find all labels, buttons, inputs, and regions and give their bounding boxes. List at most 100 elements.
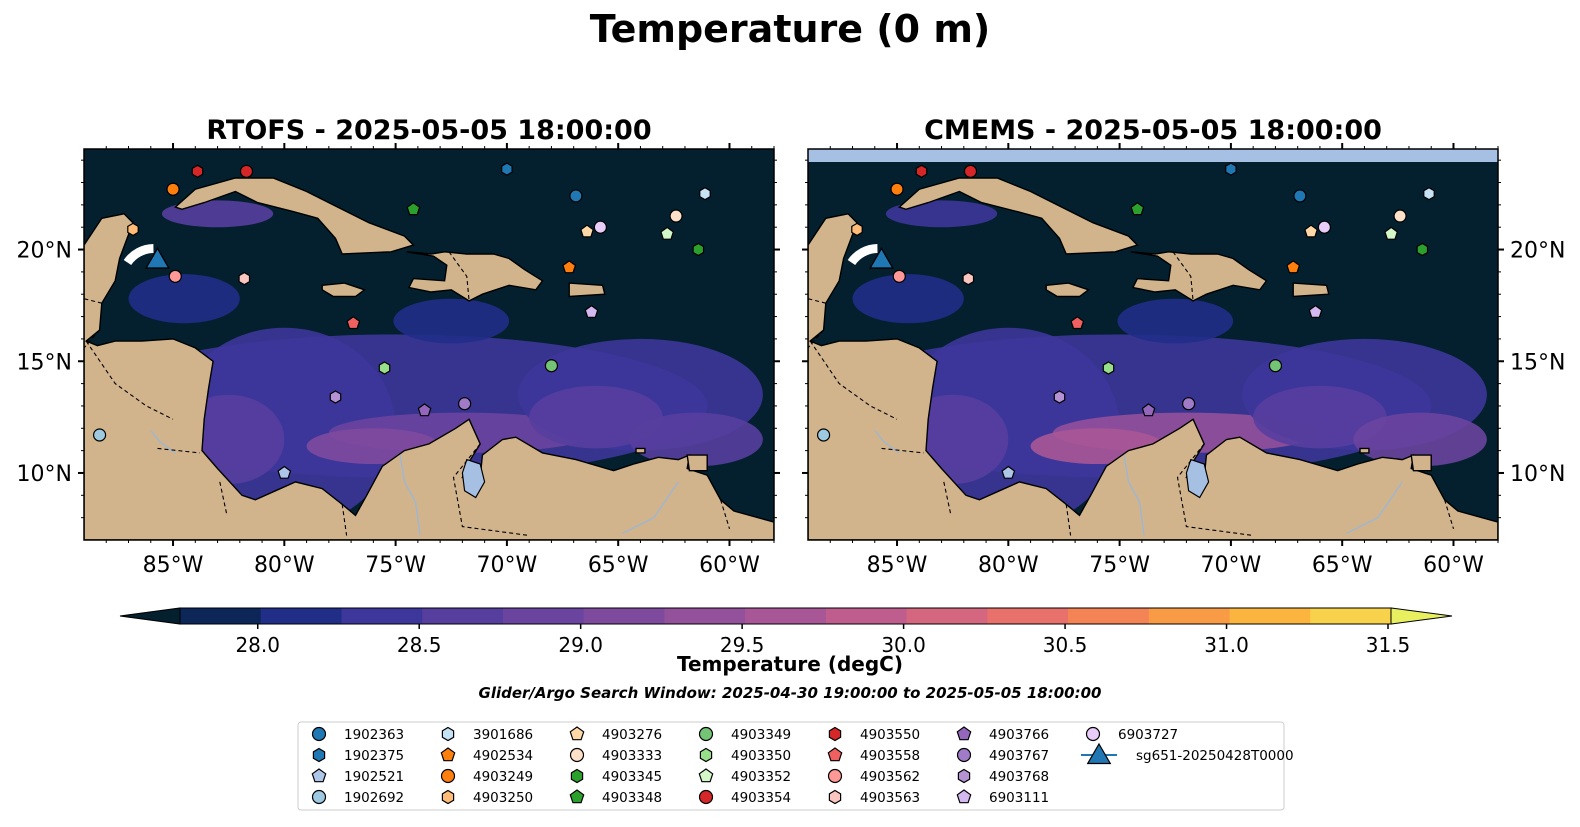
figure-title: Temperature (0 m) [590,7,991,51]
legend-label: sg651-20250428T0000 [1136,748,1294,764]
platform-marker-4903766 [1141,403,1156,417]
temperature-contour [529,385,663,449]
platform-marker-3901686 [1423,187,1435,201]
platform-marker-4903250 [127,222,139,237]
platform-marker-6903111 [584,304,599,318]
platform-marker-4903766 [417,403,432,417]
platform-marker-4903768 [1053,390,1066,404]
platform-marker-4903250 [851,222,863,237]
map-frame-cmems [807,148,1499,541]
x-tick-label: 60°W [1423,553,1484,578]
platform-marker-4903349 [544,359,559,373]
colorbar-segment [1229,608,1311,624]
x-tick-label: 75°W [1089,553,1150,578]
landmass [568,282,606,298]
no-data-strip [808,149,1498,162]
legend-label: 4903562 [860,769,920,785]
platform-marker-1902375 [501,162,513,176]
glider-track [847,243,878,266]
legend-marker [828,789,842,805]
legend-label: 4902534 [473,748,533,764]
panel-title-rtofs: RTOFS - 2025-05-05 18:00:00 [206,115,651,146]
colorbar-segment [906,608,988,624]
platform-marker-4903558 [1070,316,1085,330]
colorbar-segment [422,608,504,624]
landmass [173,177,415,255]
axes-rtofs: 85°W 80°W 75°W 70°W 65°W 60°W 10°N 15°N 20°N [17,143,780,578]
map-panel-cmems: CMEMS - 2025-05-05 18:00:00 85°W 80°W 75°W… [802,115,1565,578]
legend-marker [569,726,585,741]
colorbar-segment [987,608,1069,624]
landmass [686,454,708,472]
landmass [897,177,1139,255]
colorbar-tick-label: 31.5 [1366,633,1411,657]
platform-marker-4903354 [963,164,978,178]
country-border [1176,443,1254,537]
y-tick-label: 10°N [1510,462,1565,487]
platform-marker-4903558 [346,316,361,330]
y-tick-label: 15°N [1510,350,1565,375]
platform-marker-4903333 [669,209,683,223]
legend-label: 1902375 [344,748,404,764]
legend-marker [440,768,456,784]
legend-marker [956,789,972,804]
land-cmems [808,149,1498,540]
colorbar-segment [1310,608,1392,624]
search-window-text: Glider/Argo Search Window: 2025-04-30 19… [479,684,1102,702]
landmass [635,447,646,454]
river [622,481,679,534]
legend-label: 4903249 [473,769,533,785]
colorbar-segment [583,608,665,624]
country-border [1065,504,1072,536]
landmass [321,282,366,298]
legend-marker [570,768,584,784]
platform-marker-1902363 [1293,189,1307,203]
platform-marker-4903550 [915,164,928,178]
legend-marker [827,747,843,762]
legend-label: 4903250 [473,790,533,806]
platform-marker-6903727 [593,220,607,234]
river [874,430,900,454]
legend-label: 4903350 [731,748,791,764]
x-tick-label: 70°W [1201,553,1262,578]
colorbar-tick-label: 29.0 [558,633,603,657]
glider-marker [145,247,170,269]
colorbar-segment [745,608,827,624]
colorbar: 28.0 28.5 29.0 29.5 30.0 30.5 31.0 31.5 [119,607,1453,657]
colorbar-segment [664,608,746,624]
platform-marker-3901686 [699,187,711,201]
legend-marker [441,789,455,805]
glider-track [123,243,154,266]
legend-label: 4903352 [731,769,791,785]
y-tick-label: 10°N [17,462,72,487]
platform-marker-6903111 [1308,304,1323,318]
colorbar-tick-label: 29.5 [720,633,765,657]
legend-label: 1902692 [344,790,404,806]
colorbar-tick-label: 30.0 [881,633,926,657]
legend-marker [311,726,327,742]
colorbar-segment [341,608,423,624]
colorbar-segment [180,608,262,624]
platform-marker-4903350 [378,361,391,375]
map-panel-rtofs: RTOFS - 2025-05-05 18:00:00 85°W 80°W 75°W… [17,115,780,578]
colorbar-tick-label: 28.5 [397,633,442,657]
landmass [1410,454,1432,472]
y-tick-label: 20°N [1510,239,1565,264]
platform-marker-4903354 [239,164,254,178]
legend-marker [956,747,972,763]
platform-marker-4903348 [406,202,421,216]
legend-label: 4903768 [989,769,1049,785]
platform-marker-4903352 [1384,226,1399,240]
country-border [157,447,200,454]
legend-label: 4903348 [602,790,662,806]
colorbar-tick-label: 30.5 [1043,633,1088,657]
landmass [1045,282,1090,298]
platform-marker-1902363 [569,189,583,203]
colorbar-label: Temperature (degC) [677,652,903,676]
colorbar-extend-low [119,607,181,625]
platform-marker-4903767 [1182,397,1196,411]
platform-marker-1902521 [277,465,292,479]
x-tick-label: 85°W [143,553,204,578]
platform-marker-4903550 [191,164,204,178]
